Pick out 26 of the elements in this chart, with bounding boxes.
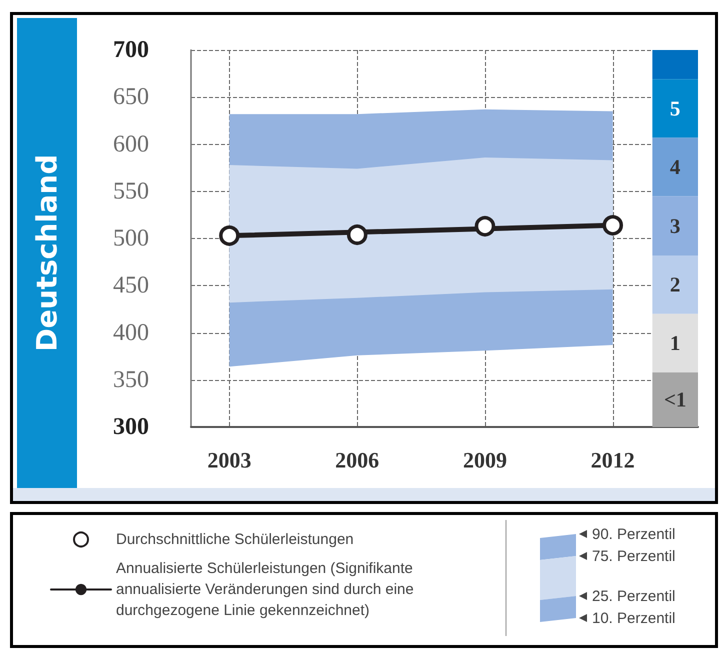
x-tick-label: 2003 <box>207 448 252 472</box>
y-tick-label: 700 <box>113 37 149 63</box>
y-tick-label: 400 <box>113 320 149 346</box>
text: 10. Perzentil <box>592 610 676 627</box>
y-tick-label: 500 <box>113 226 149 252</box>
text: 75. Perzentil <box>592 548 676 565</box>
y-tick-label: 600 <box>113 131 149 158</box>
legend-label: Annualisierte Schülerleistungen (Signifikante annualisierte Veränderungen sind durch eine durchgezogene Linie gekennzeichnet) <box>116 560 418 619</box>
x-tick-label: 2009 <box>462 448 507 472</box>
band-label: <1 <box>664 388 686 412</box>
band-label: 4 <box>670 154 681 179</box>
legend-label: Durchschnittliche Schülerleistungen <box>116 531 354 548</box>
y-tick-label: 650 <box>113 84 149 110</box>
x-tick-label: 2012 <box>590 448 635 472</box>
text: Deutschland <box>30 154 64 352</box>
x-tick-label: 2006 <box>335 448 380 472</box>
y-tick-label: 350 <box>113 366 149 393</box>
text: 90. Perzentil <box>592 526 676 543</box>
y-tick-label: 550 <box>113 178 149 204</box>
band-label: 1 <box>670 331 680 356</box>
band-label: 3 <box>670 214 680 238</box>
band-label: 2 <box>670 272 680 297</box>
y-tick-label: 450 <box>113 272 149 299</box>
band-label: 5 <box>670 96 680 120</box>
y-tick-label: 300 <box>113 414 149 440</box>
text: 25. Perzentil <box>592 588 676 605</box>
